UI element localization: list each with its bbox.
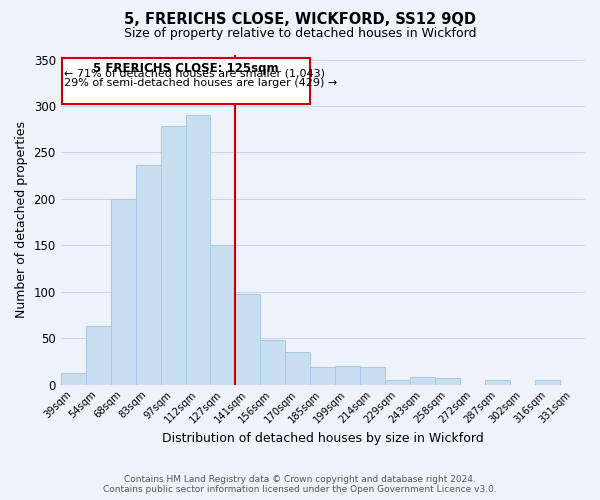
Y-axis label: Number of detached properties: Number of detached properties	[15, 122, 28, 318]
Text: ← 71% of detached houses are smaller (1,043): ← 71% of detached houses are smaller (1,…	[64, 69, 325, 79]
Bar	[161, 126, 185, 384]
Bar	[485, 380, 510, 384]
Bar	[360, 367, 385, 384]
Bar	[535, 380, 560, 384]
Bar	[136, 164, 161, 384]
Bar	[310, 367, 335, 384]
Bar	[61, 372, 86, 384]
Bar	[335, 366, 360, 384]
FancyBboxPatch shape	[62, 58, 310, 104]
Bar	[385, 380, 410, 384]
Bar	[235, 294, 260, 384]
Bar	[86, 326, 110, 384]
Bar	[110, 199, 136, 384]
Text: 29% of semi-detached houses are larger (429) →: 29% of semi-detached houses are larger (…	[64, 78, 338, 88]
Bar	[211, 246, 235, 384]
Bar	[410, 377, 435, 384]
Bar	[286, 352, 310, 384]
Bar	[185, 116, 211, 384]
Text: Contains HM Land Registry data © Crown copyright and database right 2024.
Contai: Contains HM Land Registry data © Crown c…	[103, 474, 497, 494]
Text: Size of property relative to detached houses in Wickford: Size of property relative to detached ho…	[124, 28, 476, 40]
Text: 5 FRERICHS CLOSE: 125sqm: 5 FRERICHS CLOSE: 125sqm	[94, 62, 279, 76]
X-axis label: Distribution of detached houses by size in Wickford: Distribution of detached houses by size …	[162, 432, 484, 445]
Text: 5, FRERICHS CLOSE, WICKFORD, SS12 9QD: 5, FRERICHS CLOSE, WICKFORD, SS12 9QD	[124, 12, 476, 28]
Bar	[435, 378, 460, 384]
Bar	[260, 340, 286, 384]
